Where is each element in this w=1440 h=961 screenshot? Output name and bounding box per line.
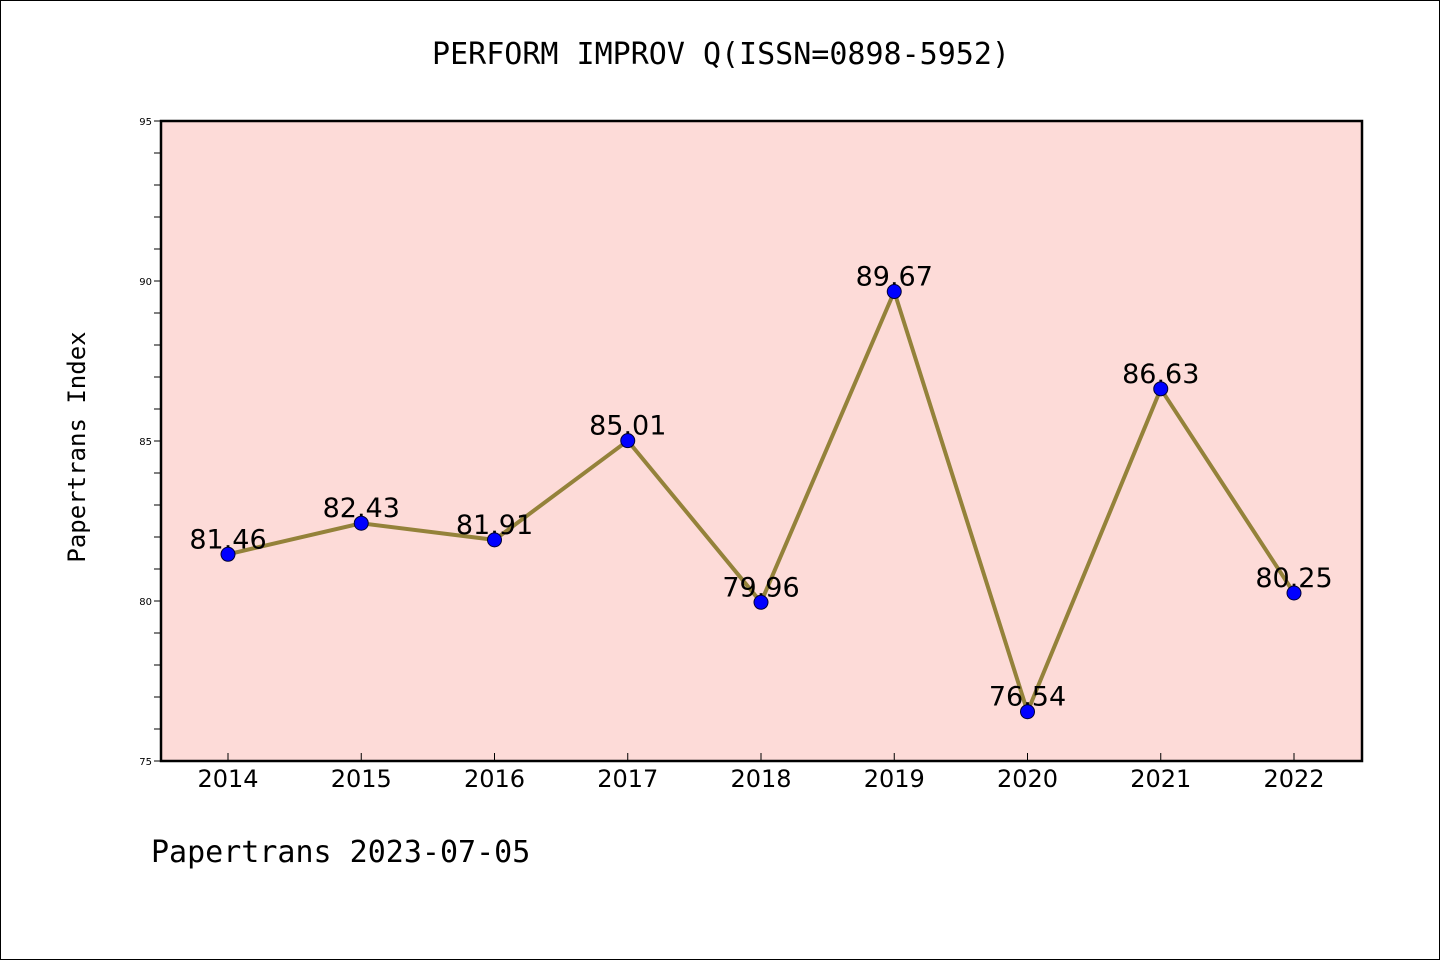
x-tick-label: 2016 (464, 765, 525, 793)
footer-date-text: Papertrans 2023-07-05 (151, 835, 531, 870)
x-tick-label: 2017 (597, 765, 658, 793)
y-tick-label: 75 (139, 757, 152, 768)
plot-area-border (159, 119, 1364, 763)
chart-title: PERFORM IMPROV Q(ISSN=0898-5952) (432, 37, 1010, 72)
data-point (487, 532, 502, 548)
data-point (1020, 704, 1035, 720)
y-tick-label: 90 (139, 277, 152, 288)
data-point (1153, 381, 1169, 397)
data-point (1286, 585, 1302, 601)
x-tick-label: 2014 (197, 765, 258, 793)
data-point (220, 546, 236, 562)
x-tick-label: 2015 (331, 765, 392, 793)
data-point (620, 433, 636, 449)
y-tick-label: 85 (139, 437, 152, 448)
x-tick-label: 2018 (730, 765, 791, 793)
x-tick-label: 2020 (997, 765, 1058, 793)
plot-area-background (161, 121, 1362, 761)
data-point (753, 594, 769, 610)
x-tick-label: 2022 (1263, 765, 1324, 793)
data-point (886, 284, 902, 300)
x-tick-label: 2019 (864, 765, 925, 793)
y-tick-label: 95 (139, 117, 152, 128)
data-point (353, 515, 369, 531)
y-tick-label: 80 (139, 597, 152, 608)
x-tick-label: 2021 (1130, 765, 1191, 793)
